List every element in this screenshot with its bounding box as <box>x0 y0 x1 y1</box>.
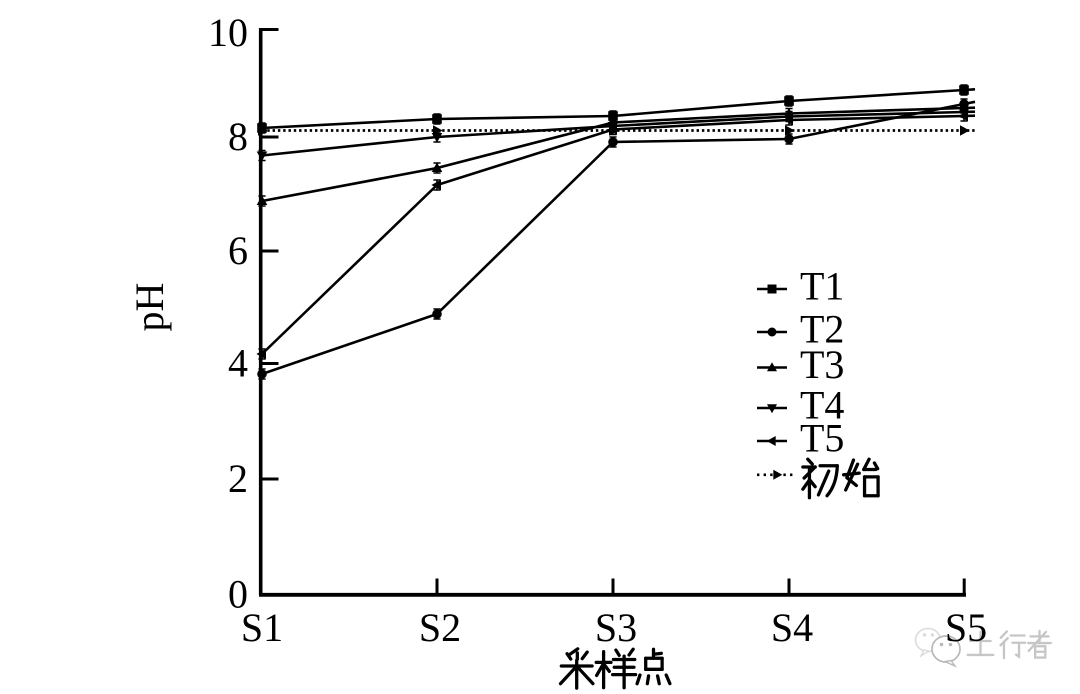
svg-text:S2: S2 <box>419 605 461 650</box>
svg-text:2: 2 <box>228 456 248 501</box>
svg-text:8: 8 <box>228 114 248 159</box>
svg-text:T4: T4 <box>800 383 844 428</box>
svg-text:6: 6 <box>228 228 248 273</box>
svg-text:T1: T1 <box>800 264 844 309</box>
svg-text:10: 10 <box>208 10 248 55</box>
svg-text:4: 4 <box>228 341 248 386</box>
svg-text:S5: S5 <box>945 605 987 650</box>
svg-text:T2: T2 <box>800 307 844 352</box>
svg-text:S4: S4 <box>771 605 813 650</box>
svg-text:T3: T3 <box>800 342 844 387</box>
svg-text:S3: S3 <box>595 605 637 650</box>
svg-text:pH: pH <box>127 283 172 332</box>
svg-text:S1: S1 <box>241 605 283 650</box>
svg-text:0: 0 <box>228 572 248 617</box>
svg-text:T5: T5 <box>800 416 844 461</box>
